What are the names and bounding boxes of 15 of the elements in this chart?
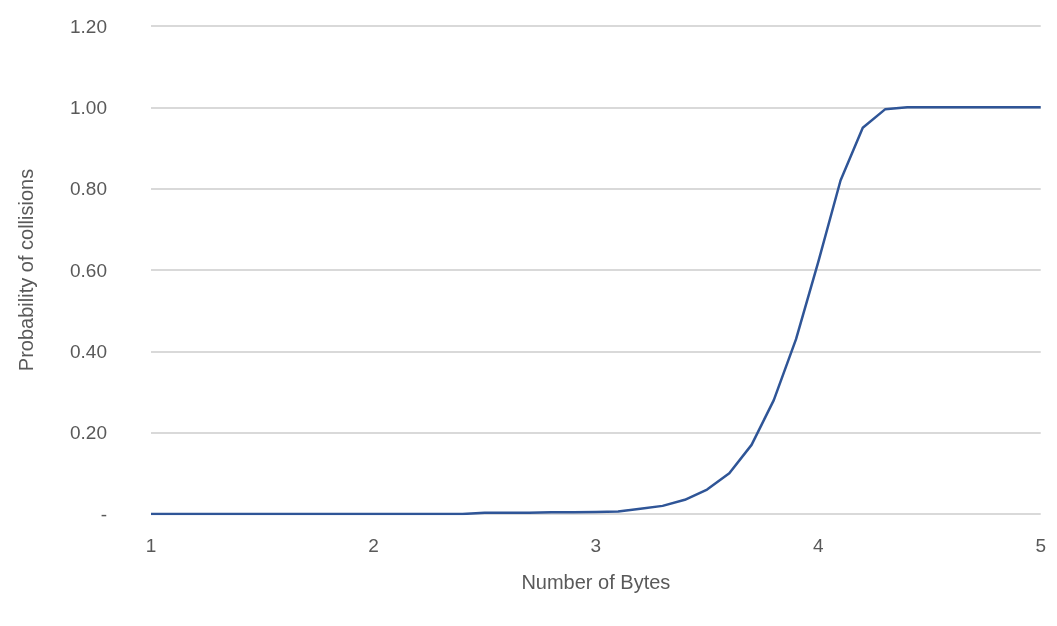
- y-tick-label: 1.00: [70, 96, 107, 118]
- x-tick-label: 1: [145, 535, 157, 556]
- x-axis-title: Number of Bytes: [521, 571, 671, 593]
- line-series: [149, 106, 1042, 516]
- y-tick-label: 0.80: [70, 178, 107, 200]
- y-tick-label: 0.60: [70, 259, 107, 281]
- y-tick-label: 0.20: [70, 422, 107, 444]
- x-tick-label: 5: [1035, 535, 1047, 556]
- x-tick-label: 4: [813, 535, 824, 556]
- y-tick-label: 0.40: [70, 340, 107, 362]
- x-tick-label: 2: [368, 535, 379, 556]
- y-tick-label: -: [100, 503, 107, 525]
- y-axis-title: Probability of collisions: [15, 168, 37, 372]
- x-tick-label: 3: [590, 535, 602, 556]
- y-tick-label: 1.20: [70, 15, 107, 37]
